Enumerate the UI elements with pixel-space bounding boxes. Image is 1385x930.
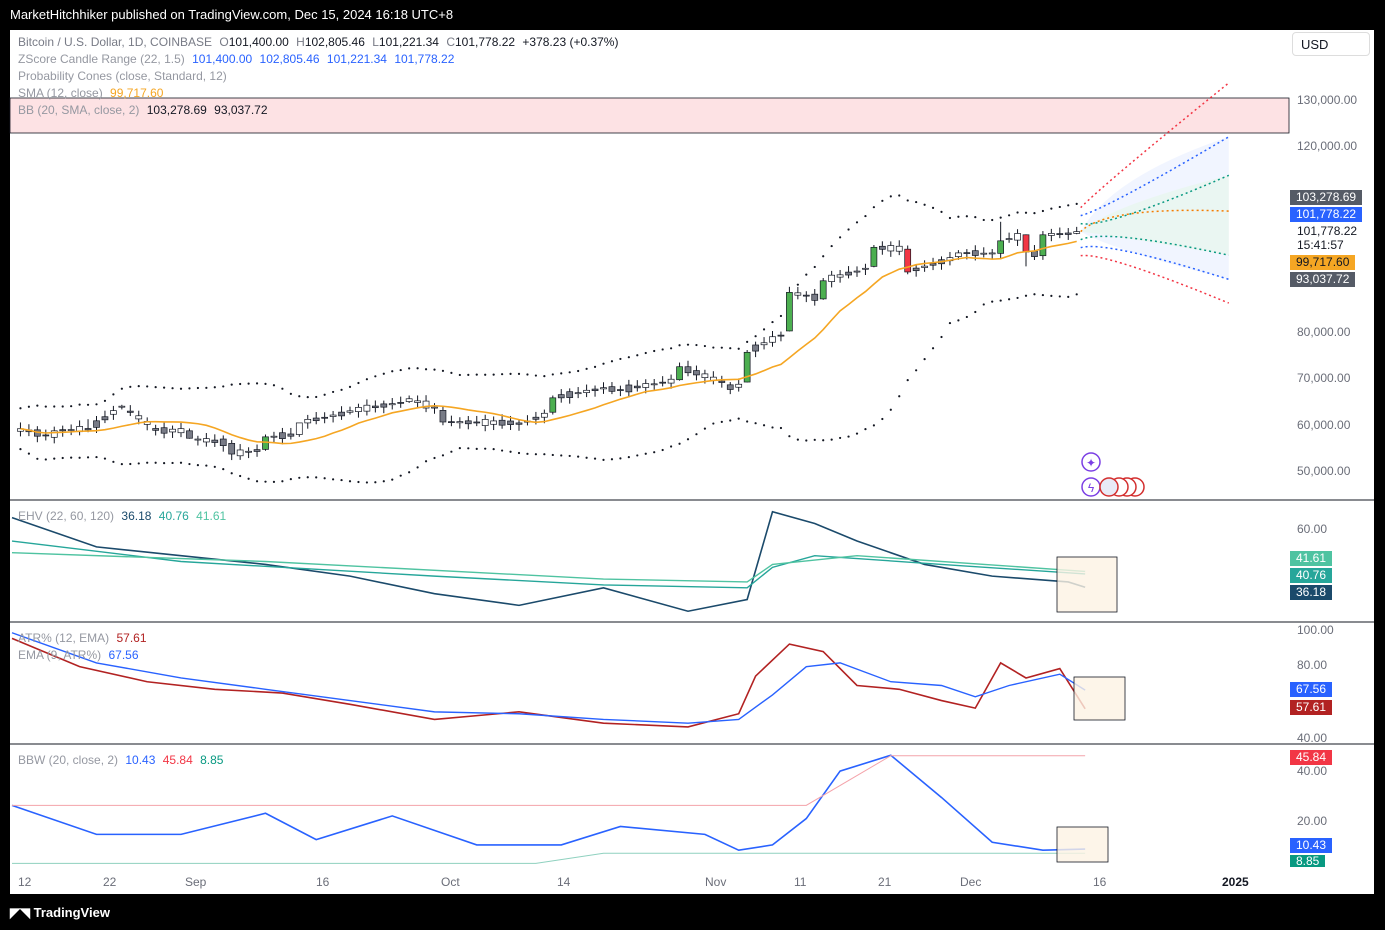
atr-ema-label: EMA (9, ATR%) [18, 648, 102, 662]
atr-ema-value: 67.56 [108, 648, 139, 662]
attribution-bar: MarketHitchhiker published on TradingVie… [0, 0, 1385, 30]
price-tick: 50,000.00 [1297, 464, 1351, 478]
price-tick: 80,000.00 [1297, 325, 1351, 339]
tradingview-logo[interactable]: ◤◥ TradingView [10, 905, 110, 921]
symbol-name: Bitcoin / U.S. Dollar, 1D, COINBASE [18, 35, 213, 49]
atr-tick: 80.00 [1297, 658, 1328, 672]
high-value: 102,805.46 [304, 35, 365, 49]
price-tick: 60,000.00 [1297, 418, 1351, 432]
atr-ema-tag: 67.56 [1290, 682, 1333, 697]
bbw-tick: 20.00 [1297, 814, 1328, 828]
legend-atr-ema[interactable]: EMA (9, ATR%) 67.56 [18, 647, 139, 664]
logo-icon: ◤◥ [10, 905, 34, 920]
low-value: 101,221.34 [378, 35, 439, 49]
change-value: +378.23 (+0.37%) [522, 35, 619, 49]
bb-upper-tag: 103,278.69 [1290, 190, 1363, 205]
legend-cones[interactable]: Probability Cones (close, Standard, 12) [18, 68, 227, 85]
open-label: O [219, 35, 229, 49]
ehv-mid-tag: 40.76 [1290, 568, 1333, 583]
time-tick: 21 [878, 875, 892, 889]
legend-bbw[interactable]: BBW (20, close, 2) 10.43 45.84 8.85 [18, 752, 223, 769]
atr-tag: 57.61 [1290, 700, 1333, 715]
currency-selector[interactable]: USD [1292, 32, 1370, 56]
ehv-tick: 60.00 [1297, 522, 1328, 536]
ehv-slow-tag: 41.61 [1290, 551, 1333, 566]
bbw-value: 10.43 [125, 753, 156, 767]
footer-bar [0, 894, 1385, 930]
bb-upper-value: 103,278.69 [146, 103, 207, 117]
bb-lower-tag: 93,037.72 [1290, 272, 1356, 287]
legend-sma[interactable]: SMA (12, close) 99,717.60 [18, 85, 163, 102]
last-price-tag: 101,778.22 [1290, 207, 1363, 222]
time-tick: Nov [705, 875, 727, 889]
close-label: C [446, 35, 455, 49]
price-tick: 70,000.00 [1297, 371, 1351, 385]
time-tick: 16 [316, 875, 330, 889]
bbw-high-value: 45.84 [162, 753, 193, 767]
close-value: 101,778.22 [455, 35, 516, 49]
bb-lower-value: 93,037.72 [214, 103, 268, 117]
ehv-value-fast: 36.18 [121, 509, 152, 523]
ehv-fast-tag: 36.18 [1290, 585, 1333, 600]
bbw-high-tag: 45.84 [1290, 750, 1333, 765]
zscore-value: 102,805.46 [259, 52, 320, 66]
legend-ehv[interactable]: EHV (22, 60, 120) 36.18 40.76 41.61 [18, 508, 226, 525]
ehv-value-mid: 40.76 [158, 509, 189, 523]
bbw-low-value: 8.85 [200, 753, 224, 767]
legend-zscore[interactable]: ZScore Candle Range (22, 1.5) 101,400.00… [18, 51, 454, 68]
time-tick: Oct [441, 875, 460, 889]
time-tick: 12 [18, 875, 32, 889]
ehv-label: EHV (22, 60, 120) [18, 509, 115, 523]
legend-symbol[interactable]: Bitcoin / U.S. Dollar, 1D, COINBASE O101… [18, 34, 618, 51]
time-tick: Dec [960, 875, 982, 889]
atr-value: 57.61 [116, 631, 147, 645]
last-price-text: 101,778.22 [1297, 224, 1358, 238]
atr-tick: 100.00 [1297, 623, 1334, 637]
price-tick: 120,000.00 [1297, 139, 1358, 153]
cones-label: Probability Cones (close, Standard, 12) [18, 69, 227, 83]
legend-atr[interactable]: ATR% (12, EMA) 57.61 [18, 630, 147, 647]
time-tick: 14 [557, 875, 571, 889]
atr-tick: 40.00 [1297, 731, 1328, 745]
legend-bb[interactable]: BB (20, SMA, close, 2) 103,278.69 93,037… [18, 102, 268, 119]
zscore-label: ZScore Candle Range (22, 1.5) [18, 52, 185, 66]
attribution-text: MarketHitchhiker published on TradingVie… [10, 7, 454, 22]
bar-countdown: 15:41:57 [1297, 238, 1344, 252]
zscore-value: 101,778.22 [394, 52, 455, 66]
sma-label: SMA (12, close) [18, 86, 103, 100]
bbw-low-tag: 8.85 [1290, 855, 1326, 867]
high-label: H [296, 35, 305, 49]
ehv-value-slow: 41.61 [196, 509, 227, 523]
logo-text: TradingView [33, 905, 110, 920]
zscore-value: 101,221.34 [326, 52, 387, 66]
bbw-tick: 40.00 [1297, 764, 1328, 778]
time-tick: 2025 [1222, 875, 1249, 889]
open-value: 101,400.00 [228, 35, 289, 49]
atr-label: ATR% (12, EMA) [18, 631, 110, 645]
time-tick: 11 [794, 875, 807, 889]
price-tick: 130,000.00 [1297, 93, 1358, 107]
low-label: L [372, 35, 379, 49]
time-tick: 16 [1093, 875, 1107, 889]
time-tick: 22 [103, 875, 117, 889]
zscore-value: 101,400.00 [192, 52, 253, 66]
bbw-label: BBW (20, close, 2) [18, 753, 119, 767]
sma-tag: 99,717.60 [1290, 255, 1356, 270]
time-tick: Sep [185, 875, 207, 889]
sma-value: 99,717.60 [110, 86, 164, 100]
bbw-tag: 10.43 [1290, 838, 1333, 853]
bb-label: BB (20, SMA, close, 2) [18, 103, 140, 117]
